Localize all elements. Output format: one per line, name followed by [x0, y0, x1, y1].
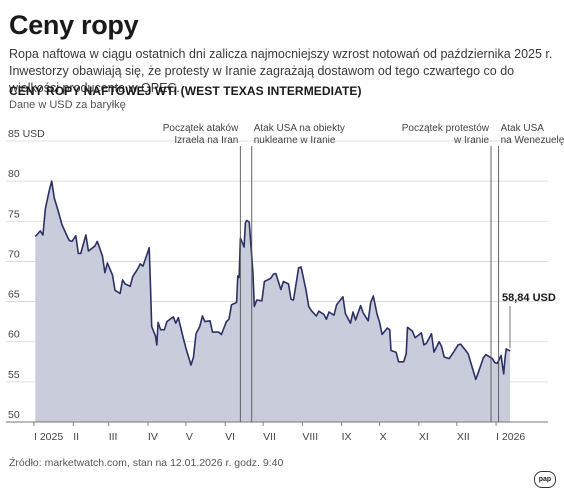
y-tick-label: 85 USD	[8, 128, 45, 140]
chart-subtitle: Dane w USD za baryłkę	[9, 99, 126, 111]
price-line	[34, 180, 511, 381]
event-label: Początek protestów	[402, 123, 490, 134]
x-tick-label: I 2026	[496, 431, 525, 443]
event-label: na Wenezuelę	[501, 135, 564, 146]
x-tick-label: VIII	[302, 431, 318, 443]
event-label: Początek ataków	[163, 123, 239, 134]
page-title: Ceny ropy	[9, 10, 139, 40]
x-tick-label: IX	[342, 431, 352, 443]
x-tick-label: XII	[457, 431, 470, 443]
last-value-label: 58,84 USD	[502, 292, 556, 304]
chart-title: CENY ROPY NAFTOWEJ WTI (WEST TEXAS INTER…	[9, 84, 362, 98]
lead-paragraph: Ropa naftowa w ciągu ostatnich dni zalic…	[9, 47, 553, 95]
y-tick-label: 55	[8, 369, 20, 381]
event-label: Atak USA na obiekty	[254, 123, 345, 134]
event-label: w Iranie	[453, 135, 489, 146]
y-tick-label: 80	[8, 168, 20, 180]
event-label: nuklearne w Iranie	[254, 135, 336, 146]
x-tick-label: XI	[419, 431, 429, 443]
pap-logo: pap	[534, 471, 556, 488]
x-tick-label: I 2025	[34, 431, 63, 443]
x-tick-label: X	[380, 431, 387, 443]
x-tick-label: III	[109, 431, 118, 443]
y-tick-label: 70	[8, 248, 20, 260]
source-note: Źródło: marketwatch.com, stan na 12.01.2…	[9, 457, 284, 469]
y-tick-label: 60	[8, 329, 20, 341]
y-tick-label: 65	[8, 289, 20, 301]
x-tick-label: IV	[148, 431, 158, 443]
x-tick-label: VI	[225, 431, 235, 443]
event-label: Izraela na Iran	[174, 135, 238, 146]
x-tick-label: VII	[263, 431, 276, 443]
x-tick-label: II	[73, 431, 79, 443]
x-tick-label: V	[186, 431, 193, 443]
y-tick-label: 75	[8, 208, 20, 220]
event-label: Atak USA	[501, 123, 545, 134]
y-tick-label: 50	[8, 409, 20, 421]
price-area	[35, 181, 511, 422]
